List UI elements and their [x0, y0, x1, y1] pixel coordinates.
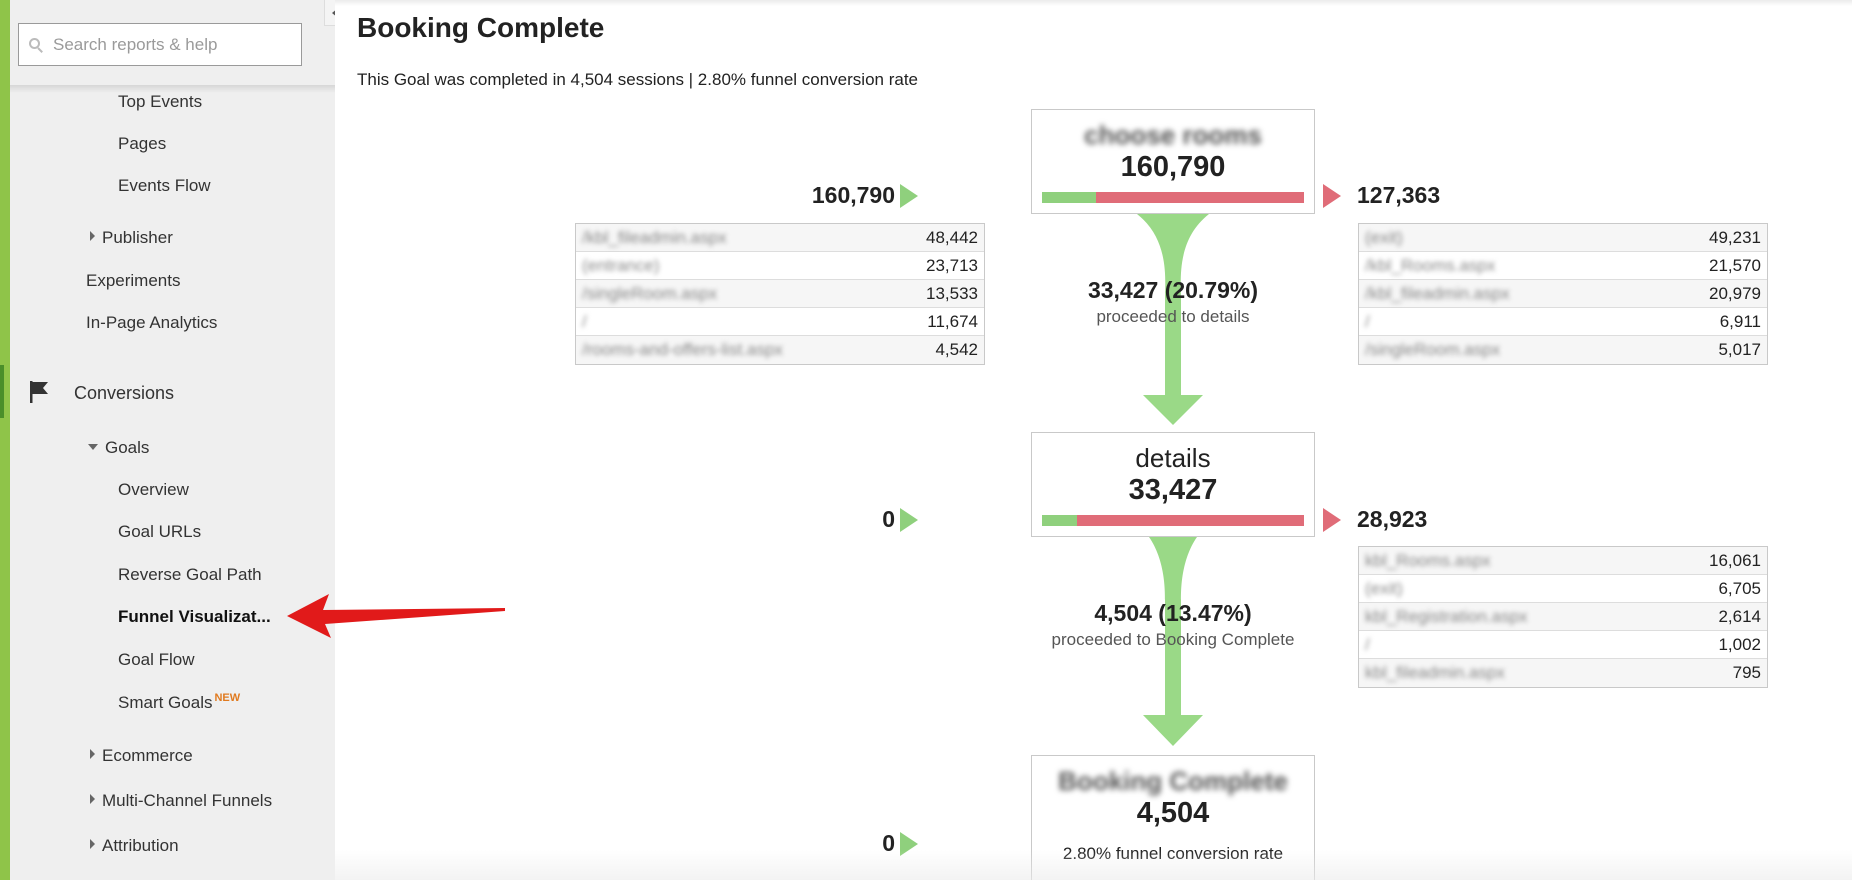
sidebar-item-goal-flow[interactable]: Goal Flow: [118, 650, 195, 669]
expand-caret-icon: [90, 794, 95, 804]
bottom-fade: [335, 850, 1852, 880]
step1-entrances: 160,790: [811, 182, 895, 208]
search-icon: [29, 37, 43, 53]
proceed-bar: [1042, 192, 1304, 203]
exit-arrow-icon: [1323, 508, 1341, 532]
sidebar-item-goal-urls[interactable]: Goal URLs: [118, 522, 202, 541]
transition-2-text: proceeded to Booking Complete: [1051, 630, 1295, 649]
entrance-arrow-icon: [900, 508, 918, 532]
table-row[interactable]: /rooms-and-offers-list.aspx 4,542: [576, 336, 984, 364]
sidebar-item-label: Multi-Channel Funnels: [102, 791, 273, 810]
entrance-sources-table: /kbl_fileadmin.aspx 48,442 (entrance) 23,7…: [575, 223, 985, 365]
sidebar: Top Events Pages Events Flow Publisher E…: [0, 0, 345, 880]
sidebar-item-label: Smart Goals: [118, 693, 213, 712]
transition-1-text: proceeded to details: [1096, 307, 1250, 326]
top-shadow: [335, 0, 1852, 6]
table-row[interactable]: (exit) 49,231: [1359, 224, 1767, 252]
step-name: Booking Complete: [1058, 766, 1288, 796]
sidebar-item-in-page-analytics[interactable]: In-Page Analytics: [86, 313, 218, 332]
step-count: 33,427: [1128, 474, 1218, 506]
sidebar-item-publisher[interactable]: Publisher: [90, 228, 173, 248]
annotation-arrow-icon: [287, 594, 505, 638]
sidebar-item-reverse-goal-path[interactable]: Reverse Goal Path: [118, 565, 262, 584]
step2-entrances: 0: [882, 506, 895, 532]
table-row[interactable]: kbl_Registration.aspx 2,614: [1359, 603, 1767, 631]
page-title: Booking Complete: [357, 12, 605, 43]
sidebar-item-attribution[interactable]: Attribution: [90, 836, 179, 856]
transition-2-value: 4,504 (13.47%): [1094, 600, 1252, 626]
table-row[interactable]: /kbl_fileadmin.aspx 20,979: [1359, 280, 1767, 308]
exit-destinations-table: kbl_Rooms.aspx 16,061 (exit) 6,705 kbl_Reg…: [1358, 546, 1768, 688]
exit-destinations-table: (exit) 49,231 /kbl_Rooms.aspx 21,570 /kbl_…: [1358, 223, 1768, 365]
expand-caret-icon: [90, 231, 95, 241]
sidebar-item-multi-channel-funnels[interactable]: Multi-Channel Funnels: [90, 791, 272, 811]
search-divider-shadow: [10, 85, 335, 93]
search-box[interactable]: [18, 23, 302, 66]
exit-arrow-icon: [1323, 184, 1341, 208]
step-count: 4,504: [1136, 797, 1210, 829]
funnel-flow-2: [1143, 537, 1203, 746]
sidebar-item-label: Attribution: [102, 836, 179, 855]
step2-exits: 28,923: [1357, 506, 1428, 532]
sidebar-section-conversions[interactable]: Conversions: [74, 383, 175, 403]
funnel-flow-1: [1137, 214, 1209, 425]
goal-summary: This Goal was completed in 4,504 session…: [357, 70, 918, 89]
funnel-step-1[interactable]: choose rooms 160,790: [1031, 109, 1315, 214]
sidebar-item-top-events[interactable]: Top Events: [118, 92, 203, 111]
flag-icon: [30, 381, 48, 403]
sidebar-item-smart-goals[interactable]: Smart Goals NEW: [118, 692, 240, 713]
expand-caret-icon: [90, 839, 95, 849]
proceed-bar-fill: [1042, 192, 1097, 203]
table-row[interactable]: (exit) 6,705: [1359, 575, 1767, 603]
section-selected-indicator: [0, 365, 4, 418]
table-row[interactable]: kbl_fileadmin.aspx 795: [1359, 659, 1767, 687]
table-row[interactable]: /1,002: [1359, 631, 1767, 659]
table-row[interactable]: /6,911: [1359, 308, 1767, 336]
step-name: choose rooms: [1084, 120, 1262, 150]
proceed-bar: [1042, 515, 1304, 526]
table-row[interactable]: /kbl_fileadmin.aspx 48,442: [576, 224, 984, 252]
entrance-arrow-icon: [900, 184, 918, 208]
funnel-step-2[interactable]: details 33,427: [1031, 432, 1315, 537]
sidebar-item-label: Publisher: [102, 228, 173, 247]
transition-1-value: 33,427 (20.79%): [1087, 277, 1259, 303]
sidebar-item-goals[interactable]: Goals: [88, 438, 149, 458]
table-row[interactable]: /singleRoom.aspx 5,017: [1359, 336, 1767, 364]
new-badge: NEW: [214, 692, 241, 704]
step1-exits: 127,363: [1357, 182, 1441, 208]
step-name: details: [1135, 443, 1211, 473]
sidebar-item-label: Goals: [105, 438, 150, 457]
search-input[interactable]: [53, 34, 283, 55]
sidebar-item-experiments[interactable]: Experiments: [86, 271, 181, 290]
sidebar-item-overview[interactable]: Overview: [118, 480, 189, 499]
sidebar-item-ecommerce[interactable]: Ecommerce: [90, 746, 193, 766]
sidebar-item-events-flow[interactable]: Events Flow: [118, 176, 211, 195]
expand-caret-icon: [90, 749, 95, 759]
step3-entrances: 0: [882, 830, 895, 856]
sidebar-item-pages[interactable]: Pages: [118, 134, 167, 153]
proceed-bar-fill: [1042, 515, 1078, 526]
table-row[interactable]: /11,674: [576, 308, 984, 336]
table-row[interactable]: /singleRoom.aspx 13,533: [576, 280, 984, 308]
table-row[interactable]: kbl_Rooms.aspx 16,061: [1359, 547, 1767, 575]
table-row[interactable]: (entrance) 23,713: [576, 252, 984, 280]
sidebar-item-funnel-visualization[interactable]: Funnel Visualizat...: [118, 607, 271, 626]
step-count: 160,790: [1120, 151, 1226, 183]
sidebar-item-label: Ecommerce: [102, 746, 193, 765]
collapse-caret-icon: [88, 444, 98, 450]
funnel-connectors: [1137, 214, 1209, 746]
table-row[interactable]: /kbl_Rooms.aspx 21,570: [1359, 252, 1767, 280]
main-content: Booking Complete This Goal was completed…: [335, 0, 1852, 880]
